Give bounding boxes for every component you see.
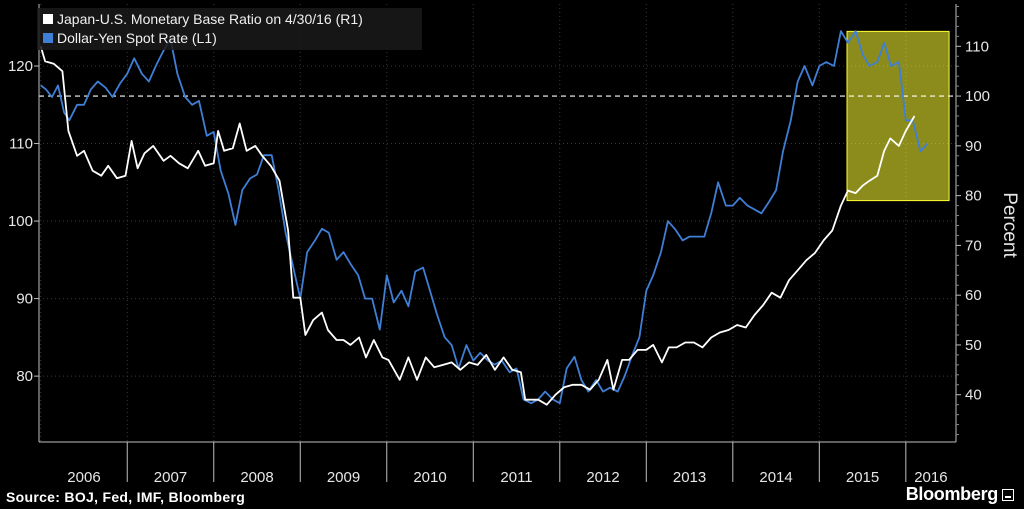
right-tick-label: 70: [965, 237, 982, 254]
x-tick-label: 2006: [67, 469, 100, 486]
legend-swatch-dollar-yen: [43, 33, 53, 43]
x-tick-label: 2015: [846, 469, 879, 486]
right-tick-label: 60: [965, 287, 982, 304]
legend-label-dollar-yen: Dollar-Yen Spot Rate (L1): [57, 30, 217, 46]
axes: [38, 4, 957, 443]
series-layer: [39, 30, 929, 406]
right-tick-label: 100: [965, 88, 990, 105]
terminal-icon: [1002, 489, 1014, 501]
legend: Japan-U.S. Monetary Base Ratio on 4/30/1…: [37, 8, 422, 50]
left-tick-label: 100: [8, 213, 33, 230]
right-tick-label: 40: [965, 387, 982, 404]
right-tick-label: 90: [965, 138, 982, 155]
right-axis-title: Percent: [999, 192, 1020, 258]
right-tick-label: 50: [965, 337, 982, 354]
series-line-monetary-base: [39, 46, 916, 406]
x-tick-label: 2016: [914, 469, 947, 486]
right-tick-label: 80: [965, 188, 982, 205]
x-tick-label: 2014: [759, 469, 792, 486]
left-tick-label: 110: [9, 136, 33, 153]
x-tick-label: 2011: [500, 469, 532, 486]
highlight-box: [846, 30, 950, 202]
left-tick-label: 80: [16, 368, 33, 385]
source-text: Source: BOJ, Fed, IMF, Bloomberg: [6, 489, 246, 505]
grid-lines: [39, 4, 956, 442]
series-line-dollar-yen: [40, 30, 929, 405]
x-tick-label: 2009: [327, 469, 360, 486]
left-tick-label: 90: [16, 291, 33, 308]
x-tick-label: 2012: [586, 469, 619, 486]
x-axis-labels: 2006 2007 2008 2009 2010 2011 2012 2013 2014 2015…: [67, 442, 948, 486]
legend-label-monetary-base: Japan-U.S. Monetary Base Ratio on 4/30/1…: [57, 11, 363, 27]
right-axis-ticks: 40 50 60 70 80 90 100 110: [956, 5, 990, 436]
x-tick-label: 2013: [673, 469, 706, 486]
x-tick-label: 2008: [240, 469, 273, 486]
brand-logo: Bloomberg: [906, 484, 1014, 505]
source-note: Source: BOJ, Fed, IMF, Bloomberg: [6, 489, 245, 505]
legend-swatch-monetary-base: [43, 14, 53, 24]
legend-background: [37, 8, 422, 50]
right-tick-label: 110: [965, 38, 989, 55]
left-axis-ticks: 80 90 100 110 120: [8, 58, 39, 385]
left-tick-label: 120: [8, 58, 33, 75]
x-tick-label: 2007: [154, 469, 187, 486]
x-tick-label: 2010: [413, 469, 446, 486]
brand-text: Bloomberg: [905, 484, 999, 504]
